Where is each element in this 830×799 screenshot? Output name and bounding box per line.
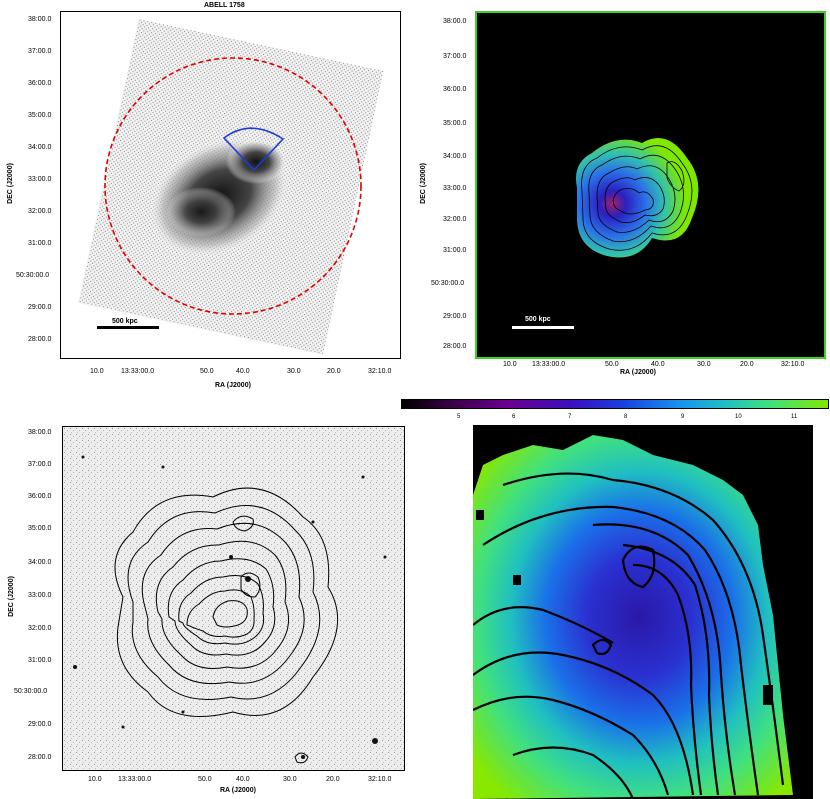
y-axis-title: DEC (J2000)	[419, 163, 427, 204]
xray-image-frame	[60, 11, 401, 359]
temperature-map	[512, 138, 699, 329]
zoomed-temperature-panel: 5 6 7 8 9 10 11	[398, 396, 830, 799]
temperature-map-panel: 500 kpc DEC (J2000) RA (J2000) 38:00.0 3…	[415, 0, 830, 395]
xray-image	[78, 19, 384, 355]
temperature-map-frame	[475, 11, 826, 359]
scalebar-label: 500 kpc	[525, 316, 551, 323]
optical-image-frame	[62, 426, 405, 771]
xray-image-panel: ABELL 1758	[0, 0, 410, 395]
zoomed-temperature-map	[473, 425, 813, 799]
y-axis-title: DEC (J2000)	[7, 576, 15, 617]
x-axis-title: RA (J2000)	[215, 382, 251, 389]
x-axis-title: RA (J2000)	[620, 369, 656, 376]
xray-contours	[114, 487, 339, 764]
colorbar	[401, 399, 829, 409]
scalebar-label: 500 kpc	[112, 318, 138, 325]
optical-contour-panel: DEC (J2000) RA (J2000) 38:00.0 37:00.0 3…	[0, 415, 410, 799]
optical-image	[63, 427, 404, 770]
aperture-circle	[104, 57, 362, 315]
panel-title: ABELL 1758	[204, 2, 245, 9]
y-axis-title: DEC (J2000)	[6, 163, 14, 204]
sector-region	[222, 127, 285, 172]
x-axis-title: RA (J2000)	[220, 787, 256, 794]
temperature-blob	[576, 138, 699, 258]
